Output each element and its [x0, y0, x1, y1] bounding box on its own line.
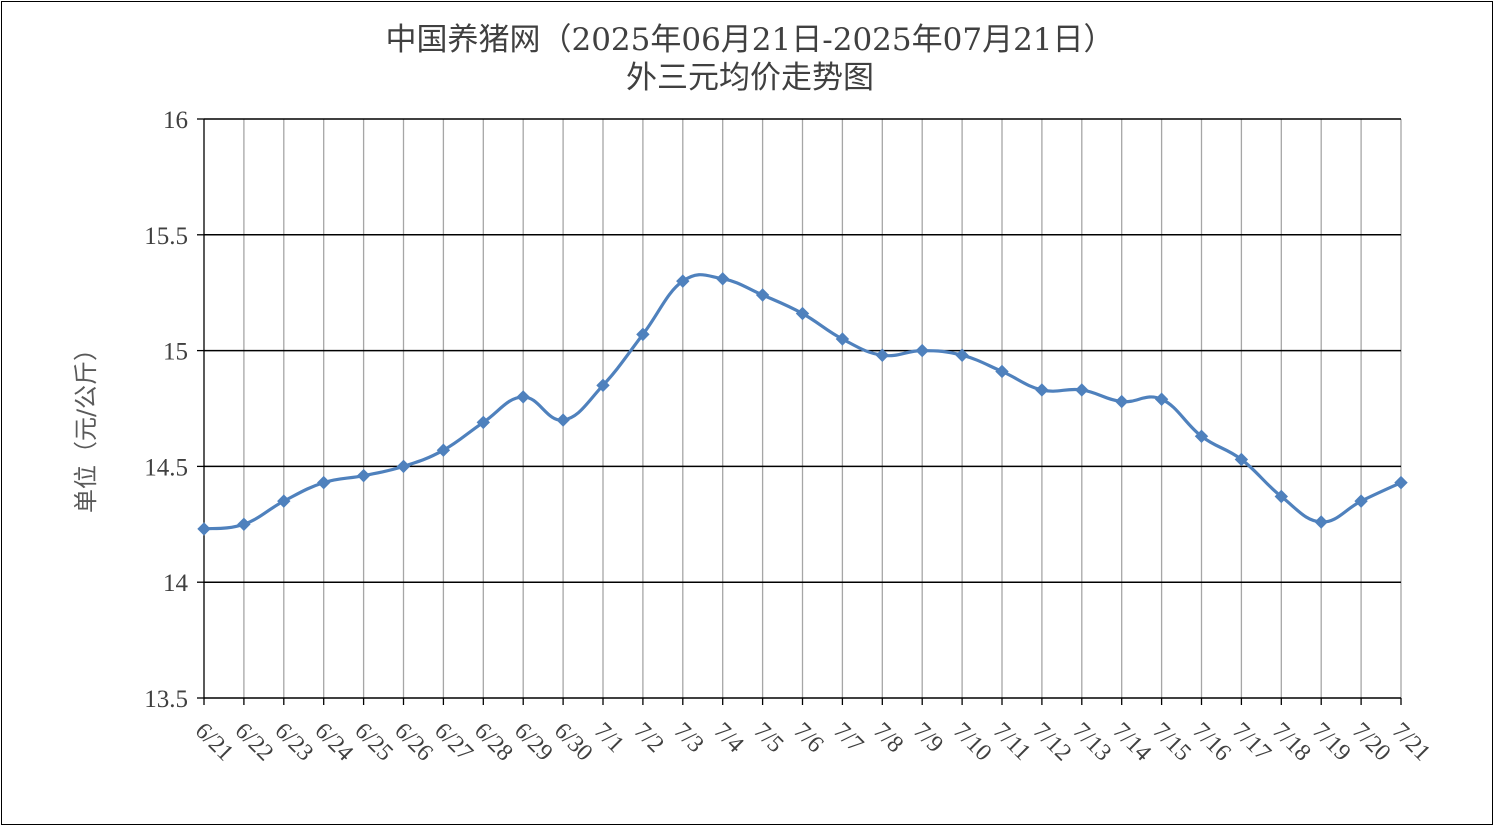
y-axis-ticks: 16 15.5 15 14.5 14 13.5 [144, 107, 188, 713]
data-point-marker [1234, 452, 1249, 467]
data-point-marker [1035, 383, 1049, 397]
data-point-marker [875, 348, 890, 362]
data-point-marker [995, 364, 1009, 379]
data-point-marker [1394, 475, 1408, 490]
data-point-marker [1114, 394, 1129, 409]
x-tick-label: 7/20 [1347, 718, 1396, 767]
x-tick-label: 7/21 [1387, 718, 1436, 767]
x-tick-label: 7/7 [828, 718, 868, 758]
data-point-marker [556, 413, 570, 427]
x-tick-label: 6/21 [190, 718, 239, 767]
data-point-marker [356, 468, 371, 483]
data-point-marker [396, 459, 411, 474]
chart-title: 中国养猪网（2025年06月21日-2025年07月21日） [385, 22, 1114, 58]
y-tick-label: 13.5 [144, 686, 188, 713]
x-tick-label: 7/13 [1068, 718, 1117, 767]
x-tick-label: 6/27 [429, 718, 478, 767]
data-point-marker [1354, 494, 1368, 508]
data-point-marker [915, 343, 929, 358]
x-tick-label: 7/6 [788, 718, 828, 758]
data-point-marker [755, 288, 770, 302]
data-point-marker [476, 415, 491, 430]
x-tick-label: 7/11 [988, 718, 1036, 766]
x-tick-label: 7/10 [948, 718, 997, 767]
x-axis-ticks: 6/216/226/236/246/256/266/276/286/296/30… [190, 718, 1436, 767]
chart-subtitle: 外三元均价走势图 [626, 60, 874, 96]
x-tick-label: 7/14 [1107, 718, 1156, 767]
x-tick-label: 6/28 [469, 718, 518, 767]
x-tick-label: 7/19 [1307, 718, 1356, 767]
x-tick-label: 7/2 [629, 718, 669, 758]
data-point-marker [197, 522, 211, 536]
y-tick-label: 15 [163, 339, 188, 366]
y-tick-label: 14.5 [144, 454, 188, 481]
data-point-marker [715, 272, 730, 286]
data-point-marker [596, 378, 610, 393]
x-tick-label: 6/26 [389, 718, 438, 767]
data-point-marker [1194, 429, 1209, 443]
x-tick-label: 7/12 [1028, 718, 1077, 767]
data-point-marker [1314, 515, 1328, 529]
x-tick-label: 7/3 [669, 718, 709, 758]
data-point-marker [316, 475, 331, 490]
x-tick-label: 6/22 [230, 718, 279, 767]
grid [197, 118, 1402, 705]
x-tick-label: 7/17 [1227, 718, 1276, 767]
data-point-marker [795, 306, 810, 321]
data-point-marker [516, 390, 530, 404]
x-tick-label: 7/4 [708, 718, 748, 758]
y-tick-label: 15.5 [144, 223, 188, 250]
x-tick-label: 7/15 [1147, 718, 1196, 767]
data-point-marker [1154, 392, 1169, 406]
data-point-marker [835, 332, 850, 346]
y-tick-label: 16 [163, 107, 188, 134]
data-point-marker [1274, 489, 1289, 504]
x-tick-label: 7/18 [1267, 718, 1316, 767]
data-point-marker [636, 327, 650, 342]
x-tick-label: 7/9 [908, 718, 948, 758]
x-tick-label: 7/5 [748, 718, 788, 758]
data-point-marker [676, 274, 690, 288]
data-point-marker [1075, 383, 1089, 397]
x-tick-label: 7/1 [589, 718, 629, 758]
x-tick-label: 7/8 [868, 718, 908, 758]
x-tick-label: 6/23 [270, 718, 319, 767]
data-point-marker [277, 494, 291, 508]
data-point-marker [436, 443, 451, 457]
y-axis-label: 单位（元/公斤） [72, 337, 100, 513]
series-layer [197, 272, 1408, 536]
data-point-marker [955, 348, 969, 362]
x-tick-label: 6/30 [549, 718, 598, 767]
x-tick-label: 7/16 [1187, 718, 1236, 767]
x-tick-label: 6/29 [509, 718, 558, 767]
x-tick-label: 6/25 [349, 718, 398, 767]
data-point-marker [237, 517, 251, 532]
y-tick-label: 14 [163, 570, 189, 597]
x-tick-label: 6/24 [309, 718, 358, 767]
